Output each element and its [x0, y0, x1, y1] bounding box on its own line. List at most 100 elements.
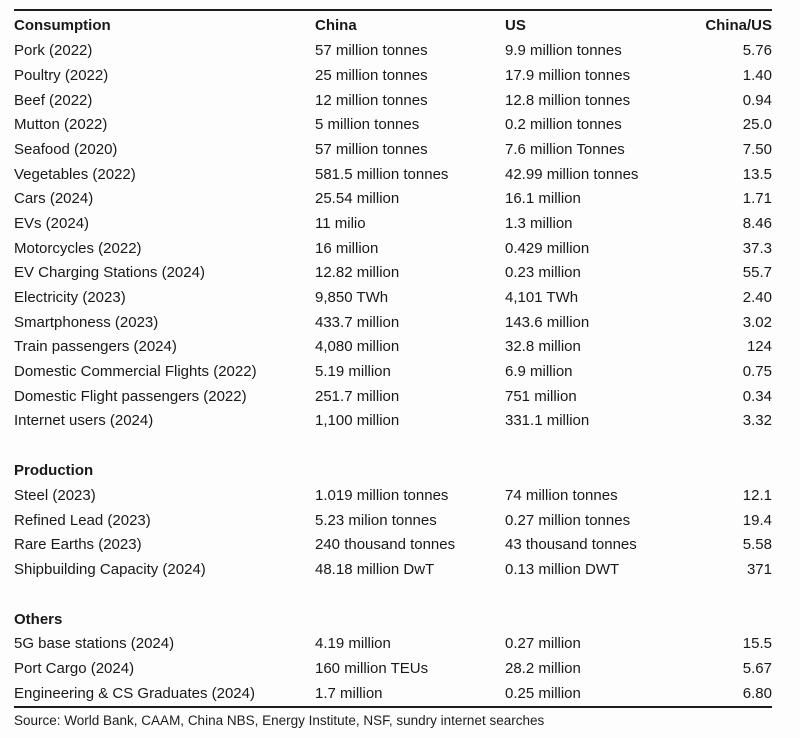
- china-value: 251.7 million: [315, 387, 400, 405]
- row-label: Beef (2022): [14, 91, 93, 109]
- ratio-value: 3.32: [742, 412, 772, 430]
- us-value: 0.25 million: [505, 684, 581, 702]
- ratio-value: 15.5: [742, 635, 772, 653]
- ratio-value: 8.46: [742, 214, 772, 232]
- china-value: 5.19 million: [315, 363, 391, 381]
- ratio-value: 371: [746, 560, 772, 578]
- ratio-value: 1.71: [742, 190, 772, 208]
- table-header-row: Consumption China US China/US: [14, 14, 772, 39]
- table-row: Vegetables (2022) 581.5 million tonnes 4…: [14, 162, 772, 187]
- table-row: Steel (2023) 1.019 million tonnes 74 mil…: [14, 483, 772, 508]
- column-header-us: US: [505, 17, 526, 35]
- us-value: 12.8 million tonnes: [505, 91, 631, 109]
- row-label: Smartphoness (2023): [14, 313, 159, 331]
- china-value: 160 million TEUs: [315, 659, 429, 677]
- ratio-value: 0.94: [742, 91, 772, 109]
- section-title: Others: [14, 610, 63, 628]
- row-label: Engineering & CS Graduates (2024): [14, 684, 255, 702]
- ratio-value: 0.34: [742, 387, 772, 405]
- ratio-value: 5.67: [742, 659, 772, 677]
- row-label: Vegetables (2022): [14, 165, 136, 183]
- row-label: Cars (2024): [14, 190, 94, 208]
- ratio-value: 55.7: [742, 264, 772, 282]
- table-row: Domestic Flight passengers (2022) 251.7 …: [14, 384, 772, 409]
- us-value: 32.8 million: [505, 338, 581, 356]
- us-value: 331.1 million: [505, 412, 590, 430]
- china-value: 9,850 TWh: [315, 289, 389, 307]
- us-value: 17.9 million tonnes: [505, 66, 631, 84]
- ratio-value: 6.80: [742, 684, 772, 702]
- china-value: 240 thousand tonnes: [315, 536, 456, 554]
- section-spacer: [14, 582, 772, 607]
- row-label: Electricity (2023): [14, 289, 126, 307]
- china-value: 1.7 million: [315, 684, 383, 702]
- us-value: 43 thousand tonnes: [505, 536, 637, 554]
- row-label: Port Cargo (2024): [14, 659, 135, 677]
- row-label: EV Charging Stations (2024): [14, 264, 205, 282]
- row-label: Domestic Flight passengers (2022): [14, 387, 247, 405]
- ratio-value: 124: [746, 338, 772, 356]
- ratio-value: 2.40: [742, 289, 772, 307]
- china-value: 57 million tonnes: [315, 140, 428, 158]
- ratio-value: 5.76: [742, 42, 772, 60]
- table-row: Electricity (2023) 9,850 TWh 4,101 TWh 2…: [14, 286, 772, 311]
- table-row: Motorcycles (2022) 16 million 0.429 mill…: [14, 236, 772, 261]
- china-value: 25 million tonnes: [315, 66, 428, 84]
- table-row: Cars (2024) 25.54 million 16.1 million 1…: [14, 187, 772, 212]
- ratio-value: 13.5: [742, 165, 772, 183]
- china-value: 5.23 milion tonnes: [315, 511, 437, 529]
- section-title: Production: [14, 462, 94, 480]
- table-row: EVs (2024) 11 milio 1.3 million 8.46: [14, 212, 772, 237]
- section-title-row: Others: [14, 607, 772, 632]
- table-row: Poultry (2022) 25 million tonnes 17.9 mi…: [14, 63, 772, 88]
- us-value: 0.429 million: [505, 239, 590, 257]
- us-value: 0.27 million tonnes: [505, 511, 631, 529]
- column-header-china: China: [315, 17, 357, 35]
- us-value: 74 million tonnes: [505, 486, 618, 504]
- row-label: Rare Earths (2023): [14, 536, 142, 554]
- row-label: Train passengers (2024): [14, 338, 177, 356]
- ratio-value: 1.40: [742, 66, 772, 84]
- table-row: Refined Lead (2023) 5.23 milion tonnes 0…: [14, 508, 772, 533]
- table-row: Pork (2022) 57 million tonnes 9.9 millio…: [14, 39, 772, 64]
- us-value: 9.9 million tonnes: [505, 42, 622, 60]
- china-us-table: Consumption China US China/US Pork (2022…: [14, 9, 772, 708]
- us-value: 4,101 TWh: [505, 289, 579, 307]
- us-value: 751 million: [505, 387, 577, 405]
- china-value: 16 million: [315, 239, 379, 257]
- table-row: Seafood (2020) 57 million tonnes 7.6 mil…: [14, 137, 772, 162]
- table-row: Rare Earths (2023) 240 thousand tonnes 4…: [14, 533, 772, 558]
- row-label: Poultry (2022): [14, 66, 109, 84]
- column-header-consumption: Consumption: [14, 17, 111, 35]
- china-value: 581.5 million tonnes: [315, 165, 449, 183]
- us-value: 0.13 million DWT: [505, 560, 620, 578]
- china-value: 1.019 million tonnes: [315, 486, 449, 504]
- table-row: Smartphoness (2023) 433.7 million 143.6 …: [14, 310, 772, 335]
- china-value: 433.7 million: [315, 313, 400, 331]
- us-value: 6.9 million: [505, 363, 573, 381]
- table-row: Engineering & CS Graduates (2024) 1.7 mi…: [14, 681, 772, 706]
- row-label: Pork (2022): [14, 42, 93, 60]
- table-body: Pork (2022) 57 million tonnes 9.9 millio…: [14, 39, 772, 706]
- section-title-row: Production: [14, 459, 772, 484]
- us-value: 143.6 million: [505, 313, 590, 331]
- row-label: Domestic Commercial Flights (2022): [14, 363, 257, 381]
- ratio-value: 3.02: [742, 313, 772, 331]
- row-label: Motorcycles (2022): [14, 239, 142, 257]
- table-row: Train passengers (2024) 4,080 million 32…: [14, 335, 772, 360]
- ratio-value: 12.1: [742, 486, 772, 504]
- ratio-value: 37.3: [742, 239, 772, 257]
- us-value: 42.99 million tonnes: [505, 165, 639, 183]
- row-label: Shipbuilding Capacity (2024): [14, 560, 206, 578]
- china-value: 4,080 million: [315, 338, 400, 356]
- row-label: Steel (2023): [14, 486, 96, 504]
- china-value: 12.82 million: [315, 264, 400, 282]
- us-value: 0.2 million tonnes: [505, 116, 622, 134]
- row-label: Seafood (2020): [14, 140, 118, 158]
- china-value: 1,100 million: [315, 412, 400, 430]
- table-row: Internet users (2024) 1,100 million 331.…: [14, 409, 772, 434]
- table-row: Shipbuilding Capacity (2024) 48.18 milli…: [14, 557, 772, 582]
- table-row: Domestic Commercial Flights (2022) 5.19 …: [14, 360, 772, 385]
- china-value: 57 million tonnes: [315, 42, 428, 60]
- us-value: 16.1 million: [505, 190, 581, 208]
